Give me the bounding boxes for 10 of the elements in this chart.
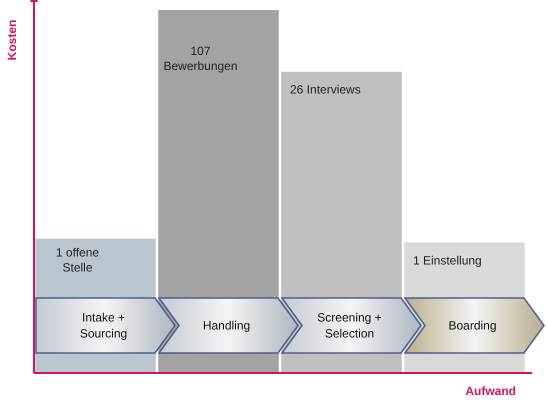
- x-tick-label: Screening + Selection: [317, 310, 382, 340]
- y-axis-title: Kosten: [5, 20, 19, 60]
- annotation: 1 offene Stelle: [56, 246, 100, 275]
- annotation: 1 Einstellung: [413, 253, 482, 268]
- x-tick-label: Handling: [202, 318, 250, 332]
- x-tick-label: Intake + Sourcing: [80, 310, 128, 340]
- annotation: 26 Interviews: [290, 82, 361, 97]
- annotation: 107 Bewerbungen: [163, 44, 238, 73]
- x-axis-title: Aufwand: [465, 384, 516, 398]
- x-tick-label: Boarding: [448, 318, 497, 332]
